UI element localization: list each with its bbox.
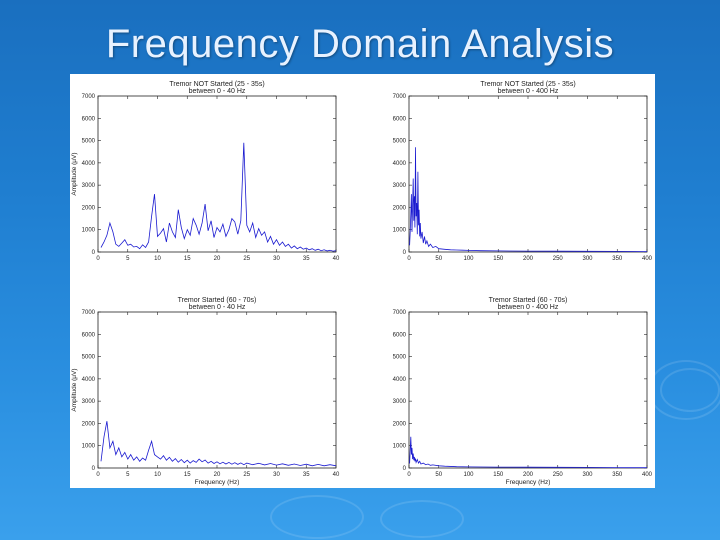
y-tick-label: 7000 (82, 310, 96, 316)
x-tick-label: 300 (582, 472, 593, 478)
y-tick-label: 6000 (82, 332, 96, 338)
y-tick-label: 6000 (393, 332, 407, 338)
plot-subtitle: between 0 - 40 Hz (189, 88, 246, 95)
y-tick-label: 4000 (82, 377, 96, 383)
y-tick-label: 1000 (82, 444, 96, 450)
spectrum-line (409, 147, 648, 252)
y-tick-label: 6000 (393, 116, 407, 122)
plot-frame (97, 311, 337, 469)
y-tick-label: 2000 (393, 205, 407, 211)
y-tick-label: 3000 (393, 399, 407, 405)
x-tick-label: 25 (243, 472, 250, 478)
x-tick-label: 30 (273, 472, 280, 478)
x-tick-label: 35 (303, 256, 310, 262)
x-tick-label: 50 (435, 472, 442, 478)
y-axis-label: Amplitude (μV) (71, 152, 78, 195)
x-tick-label: 20 (214, 256, 221, 262)
x-tick-label: 20 (214, 472, 221, 478)
y-tick-label: 1000 (82, 228, 96, 234)
y-tick-label: 2000 (82, 421, 96, 427)
y-tick-label: 7000 (393, 94, 407, 100)
x-tick-label: 30 (273, 256, 280, 262)
spectrum-line (409, 436, 648, 469)
x-tick-label: 0 (96, 256, 100, 262)
spectrum-figure: Tremor NOT Started (25 - 35s)between 0 -… (71, 81, 653, 486)
y-tick-label: 0 (403, 250, 407, 256)
y-tick-label: 3000 (393, 183, 407, 189)
figure-panel: Tremor NOT Started (25 - 35s) between 0 -… (70, 74, 655, 488)
plot-title: Tremor Started (60 - 70s) (489, 297, 568, 304)
x-tick-label: 200 (523, 256, 534, 262)
y-tick-label: 0 (92, 466, 96, 472)
y-axis-label: Amplitude (μV) (71, 368, 78, 411)
x-tick-label: 100 (463, 256, 474, 262)
x-tick-label: 35 (303, 472, 310, 478)
x-tick-label: 40 (333, 256, 340, 262)
x-tick-label: 25 (243, 256, 250, 262)
x-tick-label: 400 (642, 472, 653, 478)
x-tick-label: 10 (154, 256, 161, 262)
x-axis-label: Frequency (Hz) (195, 479, 240, 486)
y-tick-label: 6000 (82, 116, 96, 122)
y-tick-label: 3000 (82, 399, 96, 405)
y-tick-label: 3000 (82, 183, 96, 189)
y-tick-label: 7000 (393, 310, 407, 316)
x-tick-label: 150 (493, 256, 504, 262)
x-tick-label: 5 (126, 256, 130, 262)
x-tick-label: 250 (553, 256, 564, 262)
ripple-decoration (270, 495, 364, 539)
x-tick-label: 0 (96, 472, 100, 478)
x-tick-label: 200 (523, 472, 534, 478)
y-tick-label: 0 (403, 466, 407, 472)
x-tick-label: 10 (154, 472, 161, 478)
x-axis-label: Frequency (Hz) (506, 479, 551, 486)
x-tick-label: 350 (612, 472, 623, 478)
plot-title: Tremor Started (60 - 70s) (178, 297, 257, 304)
ripple-decoration (648, 360, 720, 420)
spectrum-line (100, 421, 337, 467)
y-tick-label: 7000 (82, 94, 96, 100)
x-tick-label: 0 (407, 256, 411, 262)
x-tick-label: 50 (435, 256, 442, 262)
x-tick-label: 400 (642, 256, 653, 262)
y-tick-label: 0 (92, 250, 96, 256)
plot-subtitle: between 0 - 400 Hz (498, 304, 559, 311)
x-tick-label: 350 (612, 256, 623, 262)
x-tick-label: 100 (463, 472, 474, 478)
plot-subtitle: between 0 - 400 Hz (498, 88, 559, 95)
plot-title: Tremor NOT Started (25 - 35s) (480, 81, 575, 88)
plot-subtitle: between 0 - 40 Hz (189, 304, 246, 311)
y-tick-label: 4000 (82, 161, 96, 167)
x-tick-label: 300 (582, 256, 593, 262)
slide-title: Frequency Domain Analysis (105, 22, 615, 66)
y-tick-label: 5000 (82, 139, 96, 145)
y-tick-label: 2000 (393, 421, 407, 427)
x-tick-label: 0 (407, 472, 411, 478)
y-tick-label: 5000 (393, 355, 407, 361)
y-tick-label: 5000 (393, 139, 407, 145)
spectrum-line (100, 142, 337, 252)
x-tick-label: 15 (184, 472, 191, 478)
y-tick-label: 1000 (393, 228, 407, 234)
plot-frame (408, 311, 648, 469)
x-tick-label: 40 (333, 472, 340, 478)
x-tick-label: 5 (126, 472, 130, 478)
y-tick-label: 2000 (82, 205, 96, 211)
ripple-decoration (380, 500, 464, 538)
y-tick-label: 4000 (393, 377, 407, 383)
y-tick-label: 1000 (393, 444, 407, 450)
x-tick-label: 15 (184, 256, 191, 262)
x-tick-label: 250 (553, 472, 564, 478)
plot-title: Tremor NOT Started (25 - 35s) (169, 81, 264, 88)
plot-frame (408, 95, 648, 253)
x-tick-label: 150 (493, 472, 504, 478)
y-tick-label: 4000 (393, 161, 407, 167)
y-tick-label: 5000 (82, 355, 96, 361)
